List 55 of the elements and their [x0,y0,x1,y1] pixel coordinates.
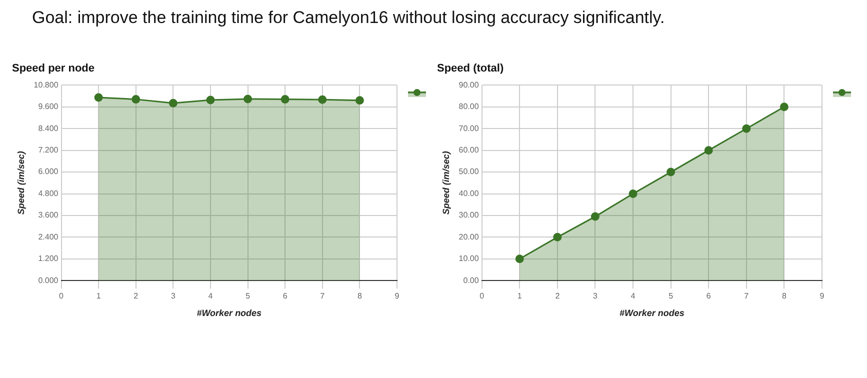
x-tick-label: 9 [820,292,825,301]
y-tick-label: 10.00 [458,254,480,264]
x-tick-label: 8 [357,292,362,301]
y-tick-label: 0.000 [38,276,59,285]
y-tick-label: 9.600 [38,102,59,112]
x-axis-title: #Worker nodes [619,308,684,318]
x-tick-label: 8 [782,292,787,301]
x-tick-label: 4 [208,292,214,301]
point [590,212,600,221]
point [628,190,638,198]
x-tick-label: 9 [394,292,400,301]
x-tick-label: 4 [630,292,636,301]
y-tick-label: 20.00 [458,232,480,242]
x-tick-label: 7 [320,292,326,301]
point [704,146,713,155]
x-tick-label: 2 [555,292,560,301]
y-tick-label: 1.200 [38,254,59,264]
y-tick-label: 50.00 [458,167,480,176]
y-tick-label: 4.800 [38,188,59,198]
x-tick-label: 3 [170,292,176,301]
x-tick-label: 0 [480,292,485,301]
x-axis-title: #Worker nodes [196,308,262,318]
y-axis-title: Speed (im/sec) [16,151,26,215]
y-tick-label: 80.00 [458,102,480,112]
x-tick-label: 2 [134,292,139,301]
y-tick-label: 3.600 [38,210,59,220]
y-tick-label: 0.00 [463,276,480,285]
y-axis-title: Speed (im/sec) [440,151,451,215]
point [666,168,676,176]
x-tick-label: 0 [59,292,64,301]
x-tick-label: 5 [246,292,251,301]
point [780,102,788,112]
y-tick-label: 7.200 [38,146,59,155]
chart-title: Speed per node [12,62,95,75]
x-tick-label: 1 [96,292,102,301]
y-tick-label: 6.000 [38,167,59,176]
y-tick-label: 30.00 [458,210,480,220]
x-tick-label: 1 [517,292,522,301]
text: Goal: improve the training time for Camelyon16 without losing accuracy significantly. [32,8,666,29]
y-tick-label: 60.00 [458,146,480,155]
y-tick-label: 8.400 [38,124,59,133]
y-tick-label: 40.00 [458,188,480,198]
x-tick-label: 5 [668,292,674,301]
y-tick-label: 90.00 [458,80,480,90]
x-tick-label: 6 [282,292,288,301]
point [742,124,751,133]
y-tick-label: 10.800 [34,80,59,90]
chart-title: Speed (total) [437,62,504,75]
y-tick-label: 70.00 [458,124,480,133]
x-tick-label: 3 [592,292,598,301]
point [553,232,562,242]
y-tick-label: 2.400 [38,232,59,242]
x-tick-label: 6 [706,292,712,301]
point [515,254,524,264]
x-tick-label: 7 [744,292,750,301]
